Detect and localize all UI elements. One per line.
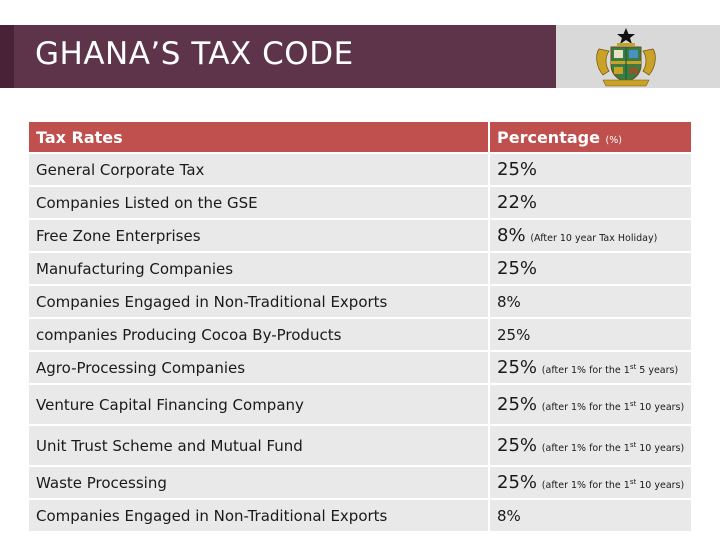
tax-category: General Corporate Tax (29, 154, 490, 185)
tax-rate: 25% (497, 159, 538, 180)
tax-rate-cell: 25% (after 1% for the 1st 10 years) (490, 385, 691, 424)
tax-rate: 25% (497, 394, 538, 415)
tax-rate: 25% (497, 325, 531, 344)
table-row: companies Producing Cocoa By-Products 25… (29, 319, 691, 350)
column-header-tax-rates: Tax Rates (29, 122, 490, 152)
tax-rate: 25% (497, 435, 538, 456)
tax-category: Unit Trust Scheme and Mutual Fund (29, 426, 490, 465)
table-row: Manufacturing Companies 25% (29, 253, 691, 284)
percentage-label: Percentage (497, 127, 600, 147)
tax-rates-table: Tax Rates Percentage (%) General Corpora… (29, 120, 691, 533)
table-row: Companies Engaged in Non-Traditional Exp… (29, 500, 691, 531)
table-row: Free Zone Enterprises 8% (After 10 year … (29, 220, 691, 251)
tax-rate-cell: 8% (After 10 year Tax Holiday) (490, 220, 691, 251)
table-header-row: Tax Rates Percentage (%) (29, 122, 691, 152)
title-accent (0, 25, 14, 88)
tax-rate-cell: 8% (490, 500, 691, 531)
tax-rate-note: (after 1% for the 1st 5 years) (541, 362, 679, 376)
tax-rate: 8% (497, 506, 521, 525)
tax-rate: 25% (497, 472, 538, 493)
tax-rate: 25% (497, 357, 538, 378)
crest-panel (556, 25, 720, 88)
tax-rate-note: (after 1% for the 1st 10 years) (541, 440, 685, 454)
tax-rate: 22% (497, 192, 538, 213)
table-row: Agro-Processing Companies 25% (after 1% … (29, 352, 691, 383)
table-row: General Corporate Tax 25% (29, 154, 691, 185)
table-row: Unit Trust Scheme and Mutual Fund 25% (a… (29, 426, 691, 465)
tax-rate-cell: 8% (490, 286, 691, 317)
tax-category: Manufacturing Companies (29, 253, 490, 284)
tax-rate-note: (after 1% for the 1st 10 years) (541, 477, 685, 491)
tax-rate: 25% (497, 258, 538, 279)
tax-rate-cell: 25% (after 1% for the 1st 5 years) (490, 352, 691, 383)
table-row: Waste Processing 25% (after 1% for the 1… (29, 467, 691, 498)
tax-category: companies Producing Cocoa By-Products (29, 319, 490, 350)
title-bar: GHANA’S TAX CODE (0, 25, 556, 88)
tax-category: Companies Engaged in Non-Traditional Exp… (29, 500, 490, 531)
tax-category: Agro-Processing Companies (29, 352, 490, 383)
table-row: Companies Listed on the GSE 22% (29, 187, 691, 218)
tax-category: Waste Processing (29, 467, 490, 498)
tax-category: Venture Capital Financing Company (29, 385, 490, 424)
tax-rate-cell: 25% (490, 154, 691, 185)
table-row: Companies Engaged in Non-Traditional Exp… (29, 286, 691, 317)
tax-rate-cell: 25% (490, 253, 691, 284)
column-header-percentage: Percentage (%) (490, 122, 691, 152)
percentage-unit: (%) (605, 134, 622, 146)
tax-rate-cell: 22% (490, 187, 691, 218)
tax-rate-cell: 25% (after 1% for the 1st 10 years) (490, 426, 691, 465)
ghana-coat-of-arms-icon (596, 28, 656, 87)
tax-rate: 8% (497, 292, 521, 311)
tax-rate-cell: 25% (490, 319, 691, 350)
tax-rate-cell: 25% (after 1% for the 1st 10 years) (490, 467, 691, 498)
page-title: GHANA’S TAX CODE (35, 36, 354, 72)
tax-category: Free Zone Enterprises (29, 220, 490, 251)
tax-rate-note: (after 1% for the 1st 10 years) (541, 399, 685, 413)
table-row: Venture Capital Financing Company 25% (a… (29, 385, 691, 424)
tax-rate-note: (After 10 year Tax Holiday) (530, 233, 658, 244)
tax-rate: 8% (497, 225, 526, 246)
tax-category: Companies Engaged in Non-Traditional Exp… (29, 286, 490, 317)
tax-category: Companies Listed on the GSE (29, 187, 490, 218)
